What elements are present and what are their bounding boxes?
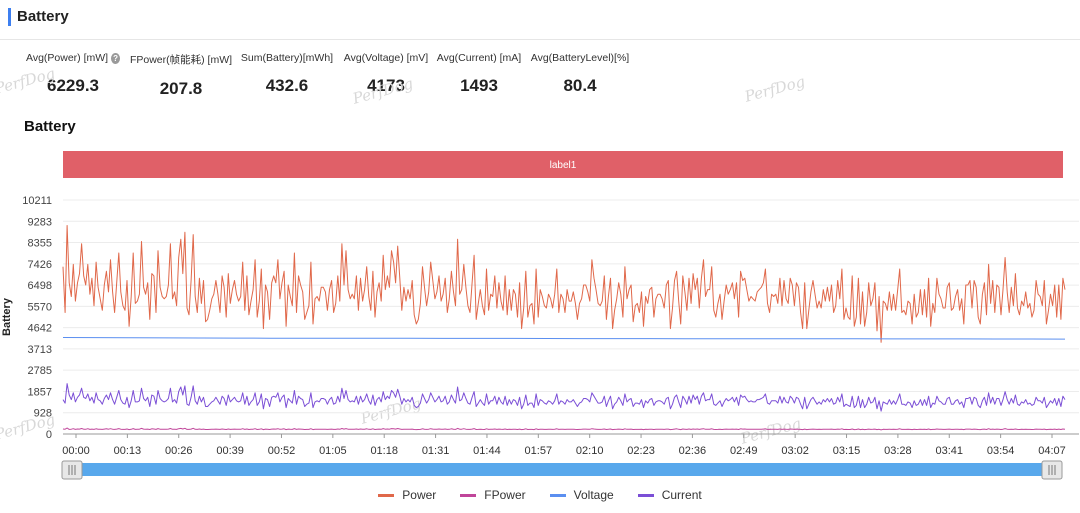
y-tick-label: 10211	[22, 195, 52, 207]
y-tick-label: 1857	[28, 386, 52, 398]
chart-title: Battery	[24, 118, 76, 135]
stat-label: Avg(BatteryLevel)[%]	[530, 52, 630, 64]
stat-fpower: FPower(帧能耗) [mW] 207.8	[130, 52, 232, 99]
x-tick-label: 01:44	[473, 445, 501, 457]
legend-label: Power	[402, 488, 437, 502]
help-icon[interactable]: ?	[111, 52, 120, 64]
stat-value: 432.6	[265, 76, 309, 95]
legend-label: Voltage	[573, 488, 614, 502]
x-tick-label: 00:00	[62, 445, 90, 457]
stat-label: Sum(Battery)[mWh]	[240, 52, 334, 64]
x-tick-label: 03:28	[884, 445, 912, 457]
x-tick-label: 02:10	[576, 445, 604, 457]
stat-avg-power: Avg(Power) [mW]? 6229.3	[26, 52, 120, 96]
x-tick-label: 02:36	[679, 445, 707, 457]
x-tick-label: 00:26	[165, 445, 193, 457]
x-tick-label: 04:07	[1038, 445, 1066, 457]
legend-item-power[interactable]: Power	[378, 486, 436, 504]
battery-chart: label1 0 928 1857 2785 3713 4642 5570 6498 7426 8…	[1, 151, 1079, 480]
y-tick-label: 9283	[28, 216, 52, 228]
label-band	[63, 151, 1063, 178]
y-tick-label: 5570	[28, 301, 52, 313]
y-tick-label: 3713	[28, 344, 52, 356]
x-tick-label: 00:13	[114, 445, 142, 457]
x-tick-label: 01:05	[319, 445, 347, 457]
x-tick-label: 03:41	[935, 445, 963, 457]
series-line-power	[62, 225, 1066, 343]
stat-value: 1493	[460, 76, 498, 95]
legend-item-current[interactable]: Current	[637, 486, 702, 504]
x-tick-label: 01:31	[422, 445, 450, 457]
header-accent-bar	[8, 8, 11, 26]
stat-value: 6229.3	[47, 76, 99, 95]
legend-item-fpower[interactable]: FPower	[460, 486, 526, 504]
x-tick-label: 01:57	[525, 445, 553, 457]
chart-legend: Power FPower Voltage Current	[0, 486, 1080, 504]
stat-label: Avg(Power) [mW]	[26, 52, 109, 64]
y-tick-label: 0	[46, 429, 52, 441]
y-tick-label: 4642	[28, 323, 52, 335]
y-tick-label: 928	[34, 408, 52, 420]
y-tick-label: 6498	[28, 280, 52, 292]
x-tick-label: 03:02	[781, 445, 809, 457]
stat-label: Avg(Current) [mA]	[436, 52, 522, 64]
stat-value: 4173	[367, 76, 405, 95]
stat-value: 80.4	[563, 76, 597, 95]
series-line-fpower	[62, 427, 1066, 431]
stat-avg-battery-level: Avg(BatteryLevel)[%] 80.4	[528, 52, 632, 96]
section-header: Battery	[0, 0, 1080, 40]
x-tick-label: 00:39	[216, 445, 244, 457]
stat-avg-current: Avg(Current) [mA] 1493	[436, 52, 522, 96]
page-title: Battery	[17, 8, 69, 25]
stat-value: 207.8	[159, 79, 203, 98]
legend-swatch	[378, 493, 395, 497]
x-tick-label: 00:52	[268, 445, 296, 457]
y-tick-label: 8355	[28, 238, 52, 250]
stat-avg-voltage: Avg(Voltage) [mV] 4173	[342, 52, 430, 96]
legend-swatch	[637, 493, 654, 497]
legend-swatch	[460, 493, 477, 497]
legend-swatch	[549, 493, 566, 497]
y-tick-label: 7426	[28, 259, 52, 271]
x-tick-label: 02:49	[730, 445, 758, 457]
legend-item-voltage[interactable]: Voltage	[549, 486, 614, 504]
series-line-voltage	[62, 337, 1066, 340]
series-line-current	[62, 383, 1066, 412]
legend-label: FPower	[484, 488, 526, 502]
x-tick-label: 03:15	[833, 445, 861, 457]
stat-sum-battery: Sum(Battery)[mWh] 432.6	[240, 52, 334, 96]
legend-label: Current	[661, 488, 702, 502]
y-axis-label: Battery	[1, 297, 13, 336]
range-slider-right-handle[interactable]	[1041, 460, 1063, 480]
x-tick-label: 02:23	[627, 445, 655, 457]
y-tick-label: 2785	[28, 365, 52, 377]
stat-label: FPower(帧能耗) [mW]	[129, 54, 233, 66]
range-slider-left-handle[interactable]	[61, 460, 83, 480]
stats-row: Avg(Power) [mW]? 6229.3 FPower(帧能耗) [mW]…	[0, 52, 700, 102]
stat-label: Avg(Voltage) [mV]	[343, 52, 429, 64]
label-band-text: label1	[550, 160, 577, 171]
x-tick-label: 01:18	[370, 445, 398, 457]
range-slider-track[interactable]	[72, 463, 1052, 476]
x-tick-label: 03:54	[987, 445, 1015, 457]
